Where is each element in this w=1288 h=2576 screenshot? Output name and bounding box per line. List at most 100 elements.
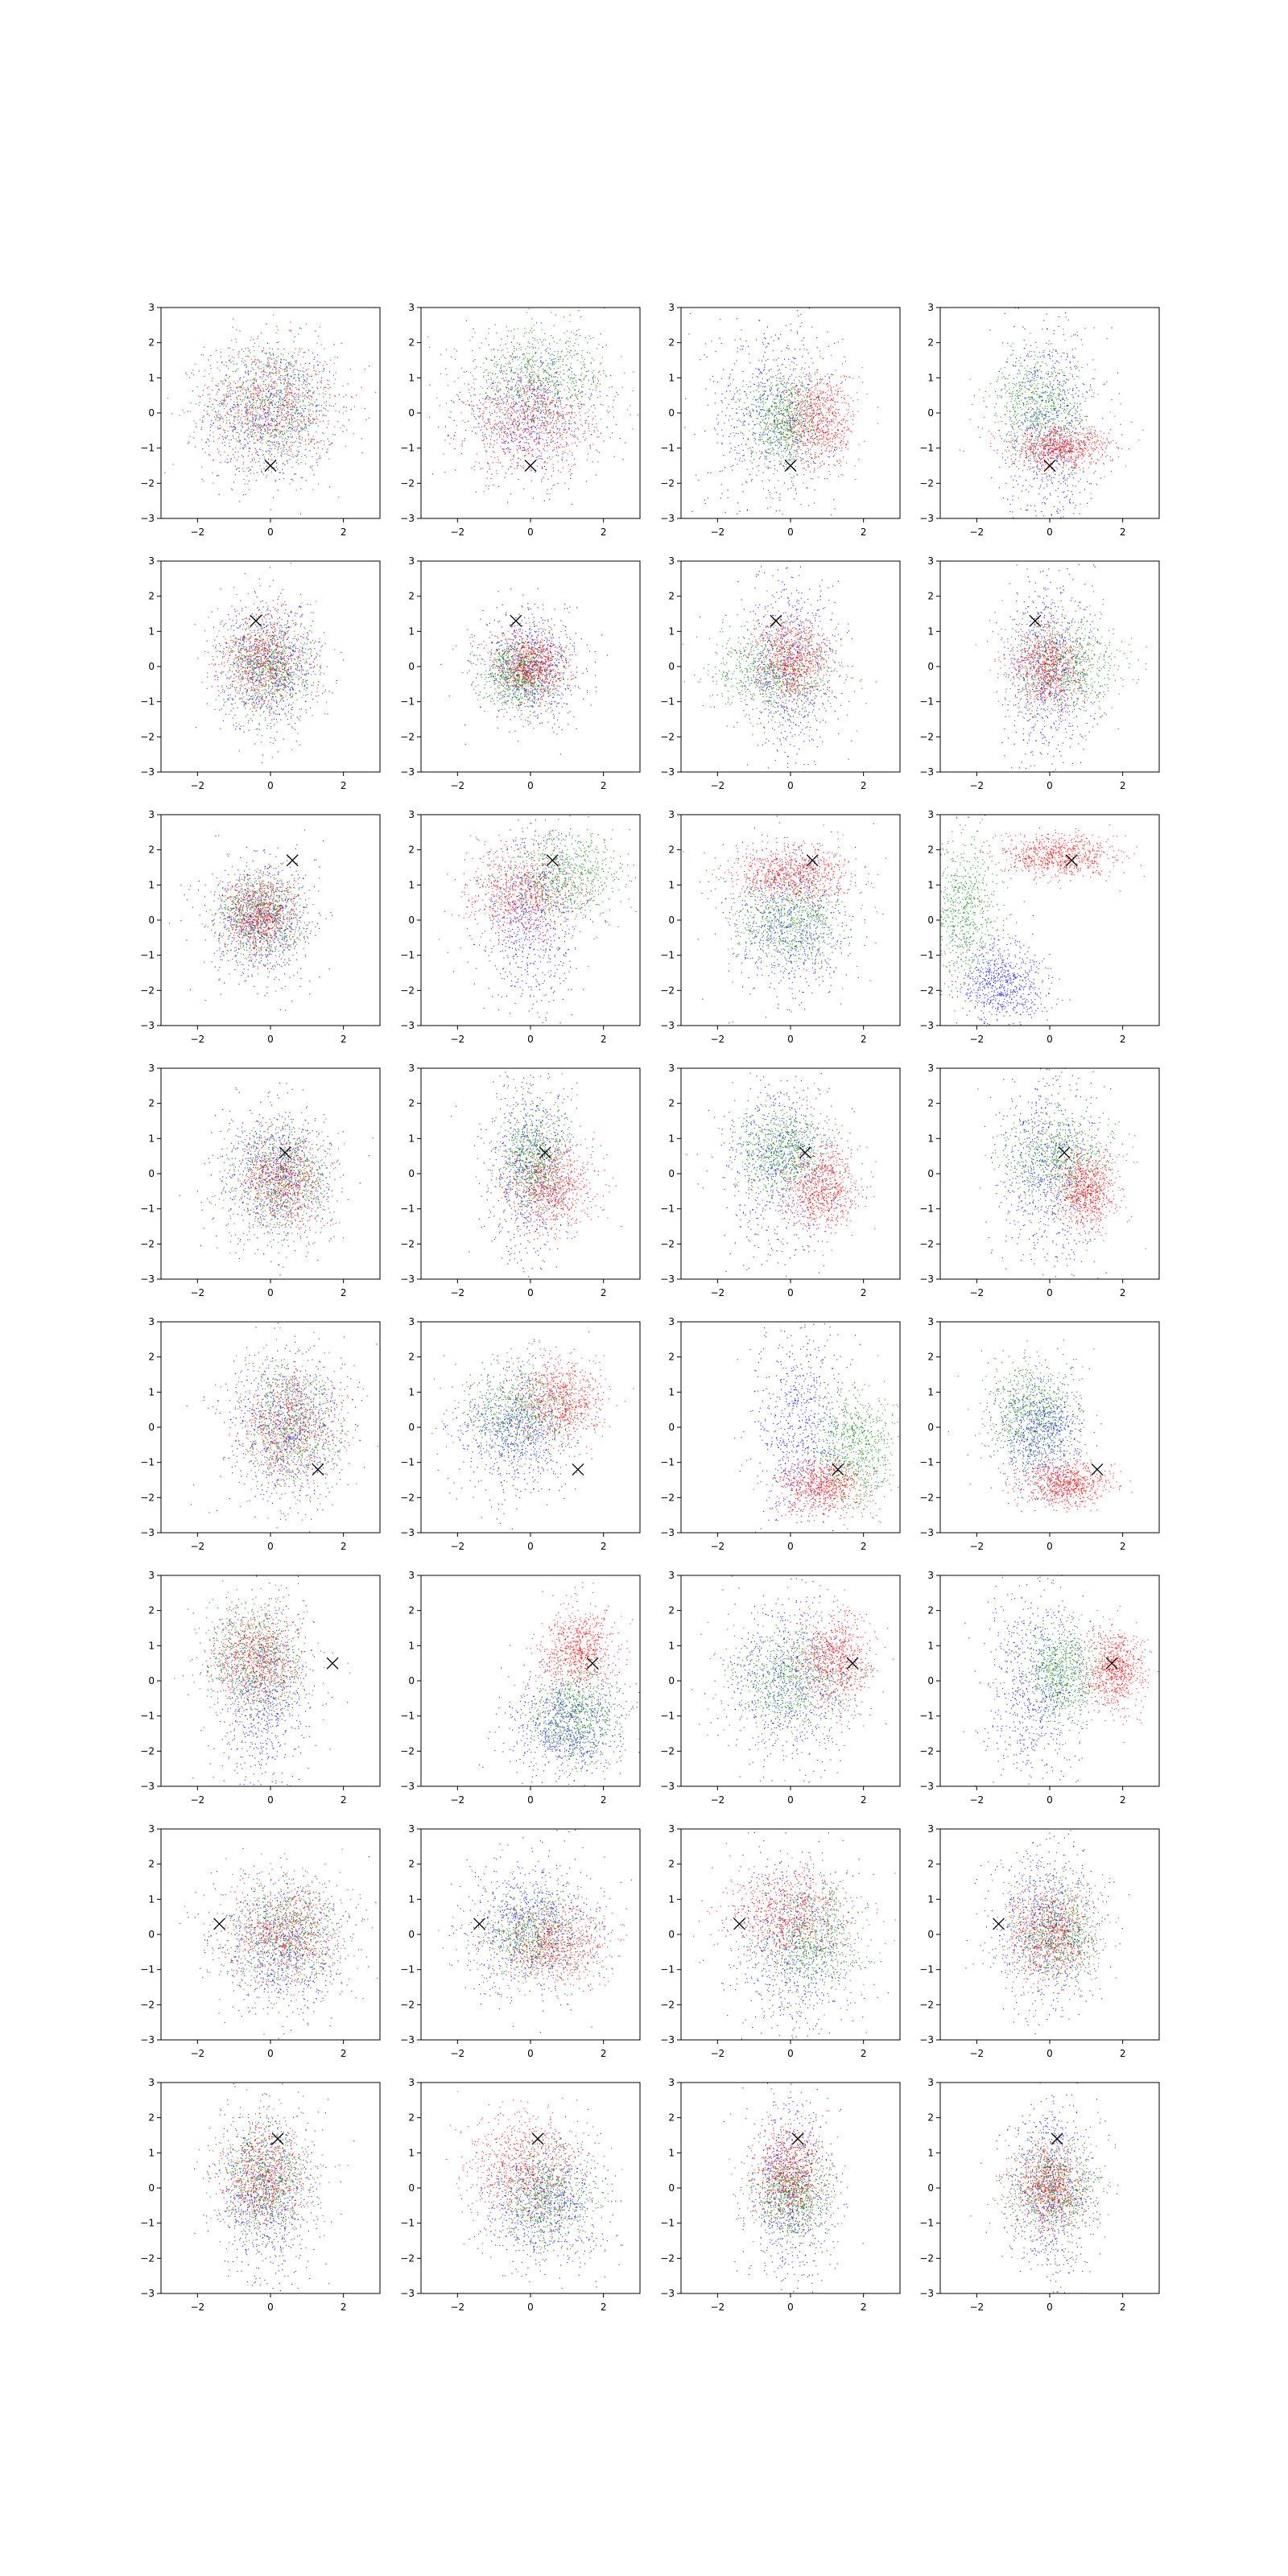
data-point: [484, 447, 485, 448]
data-point: [506, 395, 507, 396]
data-point: [287, 393, 288, 394]
data-point: [570, 478, 571, 479]
data-point: [274, 388, 275, 389]
data-point: [293, 341, 294, 342]
data-point: [539, 438, 540, 439]
data-point: [223, 400, 224, 401]
data-point: [261, 390, 262, 391]
data-point: [746, 409, 747, 410]
data-point: [228, 393, 229, 394]
data-point: [753, 459, 754, 460]
data-point: [234, 417, 235, 418]
data-point: [722, 470, 723, 471]
data-point: [281, 436, 282, 437]
data-point: [293, 384, 294, 385]
data-point: [305, 363, 306, 364]
data-point: [484, 436, 485, 437]
data-point: [327, 449, 328, 450]
y-tick-label: 0: [148, 407, 155, 419]
data-point: [288, 411, 289, 412]
data-point: [308, 414, 309, 415]
data-point: [249, 349, 250, 350]
data-point: [541, 362, 542, 363]
data-point: [553, 417, 554, 418]
data-point: [530, 377, 531, 378]
data-point: [557, 343, 558, 344]
data-point: [785, 387, 786, 388]
data-point: [588, 380, 589, 381]
data-point: [763, 370, 764, 371]
data-point: [567, 331, 568, 332]
data-point: [278, 329, 279, 330]
data-point: [228, 368, 229, 369]
data-point: [513, 421, 514, 422]
data-point: [254, 432, 255, 433]
data-point: [541, 479, 542, 480]
data-point: [797, 310, 798, 311]
data-point: [299, 419, 300, 420]
data-point: [511, 441, 512, 442]
data-point: [243, 416, 244, 417]
data-point: [209, 435, 210, 436]
data-point: [524, 403, 525, 404]
data-point: [300, 443, 301, 444]
data-point: [808, 450, 809, 451]
data-point: [731, 466, 732, 467]
data-point: [508, 425, 509, 426]
data-point: [724, 467, 725, 468]
data-point: [323, 420, 324, 421]
data-point: [252, 431, 253, 432]
data-point: [532, 337, 533, 338]
data-point: [234, 418, 235, 419]
data-point: [238, 468, 239, 469]
data-point: [281, 383, 282, 384]
data-point: [519, 445, 520, 446]
data-point: [280, 392, 281, 393]
data-point: [576, 394, 577, 395]
data-point: [620, 438, 621, 439]
data-point: [554, 414, 555, 415]
data-point: [516, 394, 517, 395]
data-point: [233, 357, 234, 358]
data-point: [536, 390, 537, 391]
data-point: [496, 332, 497, 333]
data-point: [596, 474, 597, 475]
data-point: [282, 393, 283, 394]
data-point: [234, 457, 235, 458]
data-point: [492, 382, 493, 383]
data-point: [551, 435, 552, 436]
data-point: [608, 412, 609, 413]
data-point: [506, 348, 507, 349]
data-point: [563, 468, 564, 469]
data-point: [236, 439, 237, 440]
data-point: [528, 401, 529, 402]
data-point: [282, 409, 283, 410]
data-point: [211, 381, 212, 382]
data-point: [522, 408, 523, 409]
data-point: [294, 365, 295, 366]
data-point: [763, 394, 764, 395]
data-point: [532, 418, 533, 419]
data-point: [834, 508, 835, 509]
data-point: [596, 449, 597, 450]
data-point: [545, 409, 546, 410]
data-point: [329, 394, 330, 395]
data-point: [551, 374, 552, 375]
data-point: [292, 407, 293, 408]
data-point: [612, 386, 613, 387]
data-point: [235, 427, 236, 428]
data-point: [303, 411, 304, 412]
data-point: [538, 386, 539, 387]
data-point: [451, 438, 452, 439]
data-point: [291, 467, 292, 468]
data-point: [282, 416, 283, 417]
data-point: [275, 420, 276, 421]
data-point: [222, 361, 223, 362]
data-point: [247, 484, 248, 485]
data-point: [236, 432, 237, 433]
data-point: [235, 390, 236, 391]
data-point: [454, 448, 455, 449]
data-point: [351, 396, 352, 397]
data-point: [279, 371, 280, 372]
data-point: [533, 419, 534, 420]
